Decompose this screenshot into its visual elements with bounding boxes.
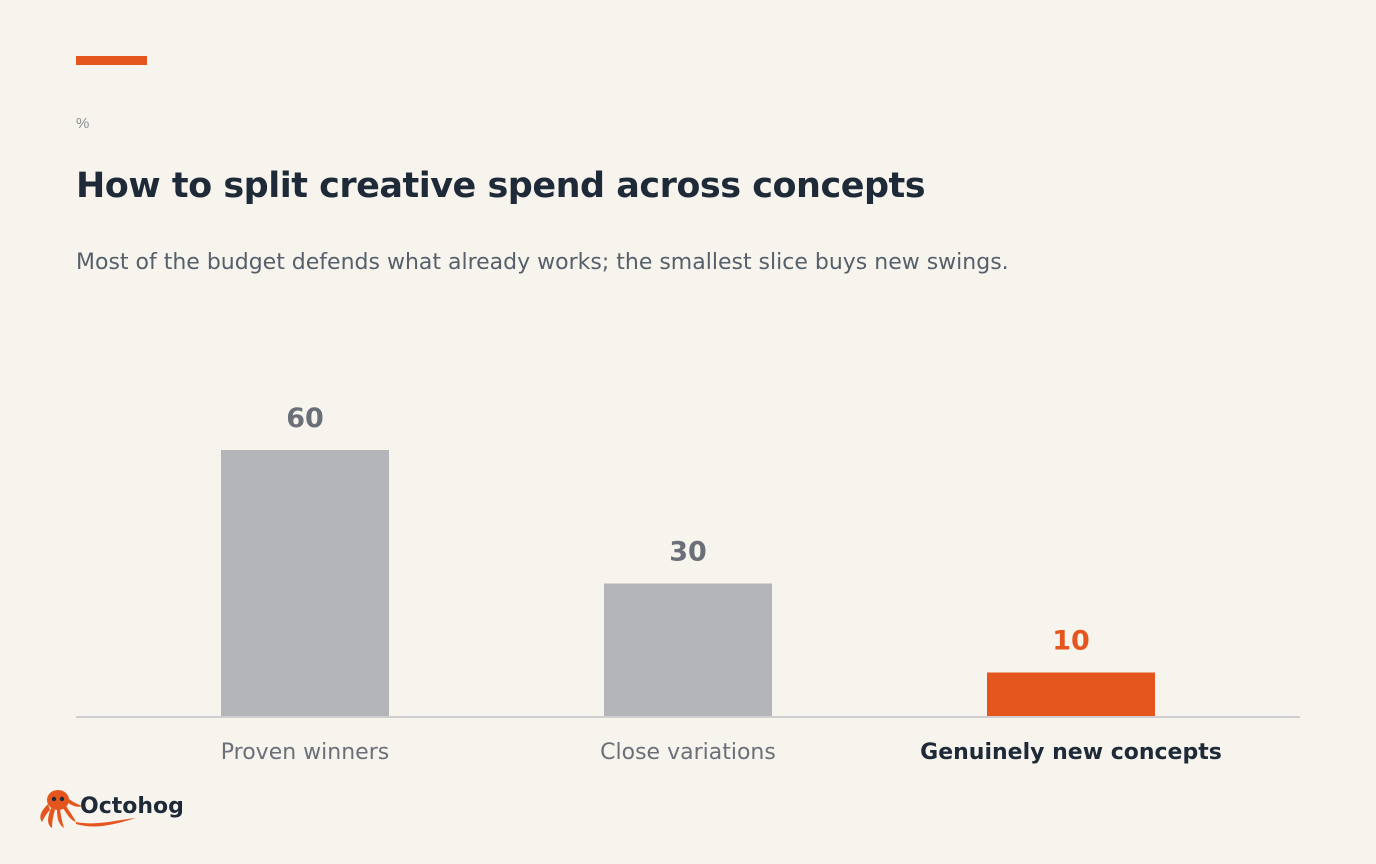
data-label: 60: [286, 403, 324, 434]
chart-title: How to split creative spend across conce…: [76, 166, 926, 206]
data-label: 10: [1052, 626, 1090, 657]
brand-name: Octohog: [80, 794, 184, 819]
category-label: Proven winners: [221, 740, 389, 765]
bar-proven-winners: [221, 450, 389, 717]
unit-label: %: [76, 115, 90, 132]
octopus-icon: [40, 790, 136, 828]
data-label: 30: [669, 537, 707, 568]
chart-subtitle: Most of the budget defends what already …: [76, 250, 1009, 275]
category-label: Close variations: [600, 740, 776, 765]
bar-close-variations: [604, 583, 772, 717]
accent-bar: [76, 56, 147, 65]
bar-genuinely-new-concepts: [987, 672, 1155, 717]
category-label: Genuinely new concepts: [920, 740, 1222, 765]
